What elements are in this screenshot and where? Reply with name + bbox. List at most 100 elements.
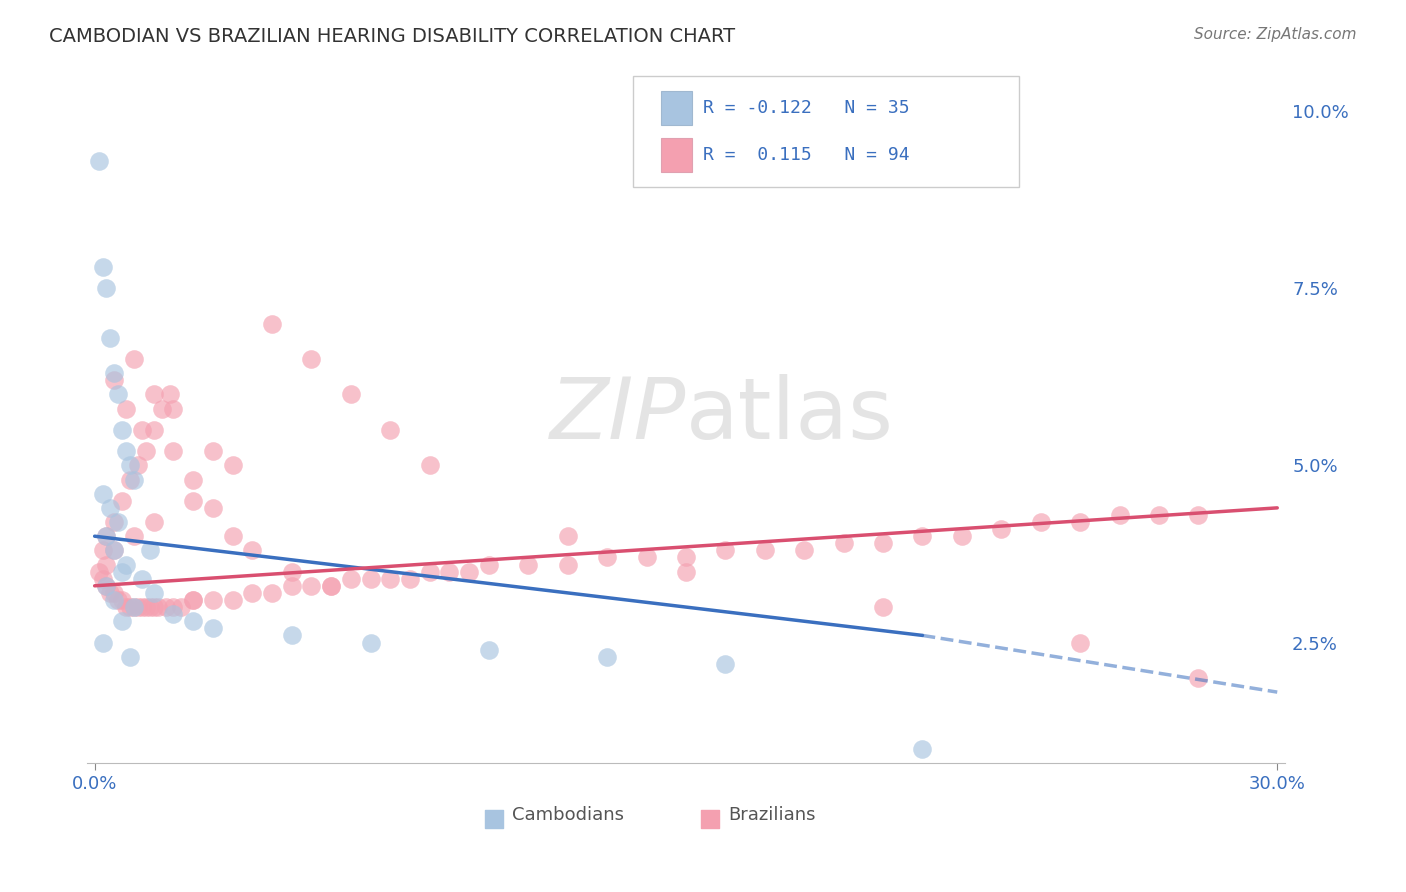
Point — [111, 565, 134, 579]
Point — [96, 529, 118, 543]
Text: Source: ZipAtlas.com: Source: ZipAtlas.com — [1194, 27, 1357, 42]
Point — [478, 558, 501, 572]
Point — [96, 558, 118, 572]
Point — [280, 628, 302, 642]
Point — [596, 550, 619, 565]
Point — [1069, 635, 1091, 649]
Point — [87, 153, 110, 168]
Point — [1187, 671, 1209, 685]
Point — [714, 543, 737, 558]
Point — [181, 593, 204, 607]
Point — [1108, 508, 1130, 522]
Point — [478, 642, 501, 657]
Point — [91, 260, 114, 274]
Point — [142, 515, 165, 529]
Point — [557, 529, 579, 543]
Point — [301, 579, 323, 593]
Point — [115, 600, 138, 615]
Point — [96, 579, 118, 593]
Point — [91, 486, 114, 500]
Point — [131, 600, 153, 615]
Point — [115, 558, 138, 572]
Point — [675, 550, 697, 565]
Point — [419, 565, 441, 579]
Point — [950, 529, 973, 543]
Point — [162, 444, 184, 458]
Point — [91, 543, 114, 558]
Point — [120, 600, 142, 615]
Point — [280, 565, 302, 579]
Point — [201, 593, 224, 607]
Point — [120, 649, 142, 664]
Point — [360, 572, 382, 586]
Point — [111, 493, 134, 508]
Point — [111, 614, 134, 628]
Point — [221, 458, 243, 473]
Point — [221, 529, 243, 543]
Point — [115, 401, 138, 416]
Point — [122, 352, 145, 367]
Point — [201, 621, 224, 635]
Point — [96, 281, 118, 295]
Point — [131, 572, 153, 586]
Point — [103, 593, 125, 607]
Text: CAMBODIAN VS BRAZILIAN HEARING DISABILITY CORRELATION CHART: CAMBODIAN VS BRAZILIAN HEARING DISABILIT… — [49, 27, 735, 45]
Point — [120, 473, 142, 487]
Point — [181, 614, 204, 628]
Point — [181, 473, 204, 487]
Point — [181, 593, 204, 607]
Point — [557, 558, 579, 572]
Point — [127, 458, 149, 473]
Point — [321, 579, 343, 593]
Text: atlas: atlas — [686, 375, 894, 458]
Point — [162, 401, 184, 416]
Point — [87, 565, 110, 579]
Point — [139, 600, 162, 615]
Point — [360, 635, 382, 649]
Point — [911, 529, 934, 543]
Point — [201, 444, 224, 458]
Point — [142, 423, 165, 437]
Point — [107, 387, 129, 401]
Point — [380, 572, 402, 586]
Point — [399, 572, 422, 586]
Point — [675, 565, 697, 579]
Point — [832, 536, 855, 550]
Point — [100, 331, 122, 345]
Point — [321, 579, 343, 593]
Point — [146, 600, 169, 615]
Point — [517, 558, 540, 572]
Point — [127, 600, 149, 615]
Text: R =  0.115   N = 94: R = 0.115 N = 94 — [703, 146, 910, 164]
Point — [115, 444, 138, 458]
Point — [636, 550, 658, 565]
Point — [107, 593, 129, 607]
Point — [181, 493, 204, 508]
Point — [96, 579, 118, 593]
Point — [162, 600, 184, 615]
Point — [111, 423, 134, 437]
Point — [754, 543, 776, 558]
Point — [1069, 515, 1091, 529]
Point — [201, 500, 224, 515]
Point — [793, 543, 815, 558]
Point — [1147, 508, 1170, 522]
Point — [1029, 515, 1052, 529]
Point — [301, 352, 323, 367]
Point — [131, 423, 153, 437]
Point — [419, 458, 441, 473]
Point — [990, 522, 1012, 536]
Point — [170, 600, 193, 615]
Point — [714, 657, 737, 671]
Point — [139, 543, 162, 558]
Point — [103, 586, 125, 600]
Point — [150, 401, 173, 416]
Point — [142, 586, 165, 600]
Point — [135, 444, 157, 458]
Point — [103, 366, 125, 380]
Point — [340, 572, 363, 586]
Text: Brazilians: Brazilians — [728, 806, 815, 824]
Text: R = -0.122   N = 35: R = -0.122 N = 35 — [703, 99, 910, 117]
Point — [107, 515, 129, 529]
Point — [122, 529, 145, 543]
